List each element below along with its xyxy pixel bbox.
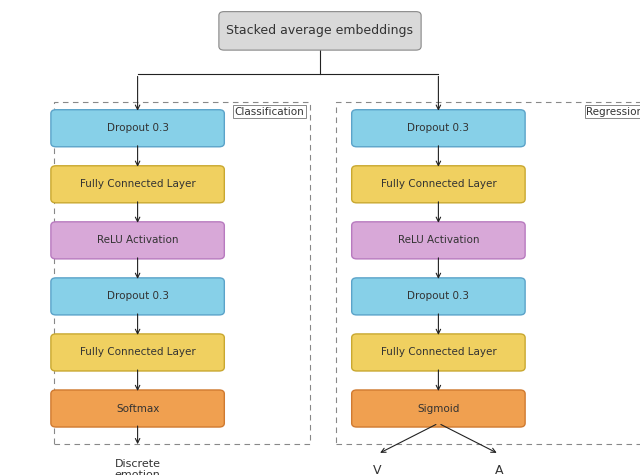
- FancyBboxPatch shape: [352, 222, 525, 259]
- Bar: [336, 102, 640, 444]
- Text: Dropout 0.3: Dropout 0.3: [408, 291, 469, 302]
- Text: Regression: Regression: [586, 107, 640, 117]
- Text: Dropout 0.3: Dropout 0.3: [408, 123, 469, 133]
- Text: A: A: [495, 464, 504, 475]
- Text: Classification: Classification: [234, 107, 304, 117]
- FancyBboxPatch shape: [51, 334, 225, 371]
- FancyBboxPatch shape: [352, 110, 525, 147]
- Text: Discrete
emotion: Discrete emotion: [115, 459, 161, 475]
- FancyBboxPatch shape: [352, 278, 525, 315]
- Text: Dropout 0.3: Dropout 0.3: [107, 123, 168, 133]
- FancyBboxPatch shape: [51, 166, 225, 203]
- Text: Stacked average embeddings: Stacked average embeddings: [227, 24, 413, 38]
- Text: V: V: [373, 464, 382, 475]
- Text: Dropout 0.3: Dropout 0.3: [107, 291, 168, 302]
- Bar: [54, 102, 310, 444]
- Text: Fully Connected Layer: Fully Connected Layer: [80, 179, 195, 190]
- Text: Fully Connected Layer: Fully Connected Layer: [381, 347, 496, 358]
- Text: ReLU Activation: ReLU Activation: [397, 235, 479, 246]
- Text: Sigmoid: Sigmoid: [417, 403, 460, 414]
- Text: ReLU Activation: ReLU Activation: [97, 235, 179, 246]
- FancyBboxPatch shape: [219, 11, 421, 50]
- FancyBboxPatch shape: [352, 390, 525, 427]
- FancyBboxPatch shape: [51, 222, 225, 259]
- Text: Softmax: Softmax: [116, 403, 159, 414]
- Text: Fully Connected Layer: Fully Connected Layer: [80, 347, 195, 358]
- Text: Fully Connected Layer: Fully Connected Layer: [381, 179, 496, 190]
- FancyBboxPatch shape: [51, 390, 225, 427]
- FancyBboxPatch shape: [51, 110, 225, 147]
- FancyBboxPatch shape: [352, 166, 525, 203]
- FancyBboxPatch shape: [352, 334, 525, 371]
- FancyBboxPatch shape: [51, 278, 225, 315]
